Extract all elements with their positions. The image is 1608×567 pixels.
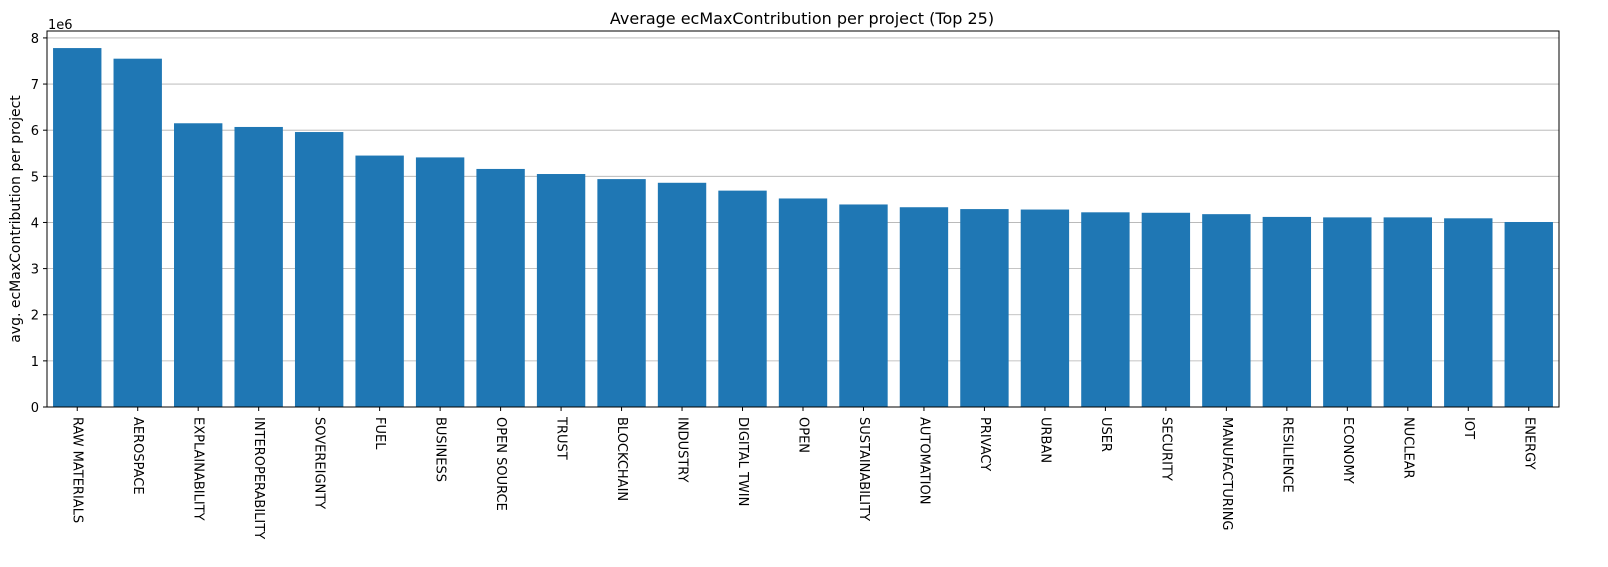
x-tick-label-0: RAW MATERIALS	[70, 417, 85, 523]
bar-24	[1504, 221, 1553, 407]
bar-18	[1141, 212, 1191, 407]
x-tick-label-4: SOVEREIGNTY	[312, 417, 327, 509]
bar-19	[1202, 214, 1251, 407]
bar-4	[294, 132, 344, 407]
bar-6	[415, 157, 465, 407]
bar-3	[234, 126, 283, 407]
bar-10	[657, 182, 707, 407]
x-tick-label-6: BUSINESS	[433, 417, 448, 482]
bar-14	[899, 207, 949, 407]
x-tick-label-1: AEROSPACE	[130, 417, 145, 495]
bar-9	[597, 179, 646, 407]
bar-20	[1262, 216, 1312, 407]
y-tick-label-7: 7	[31, 78, 39, 93]
bar-17	[1081, 212, 1130, 407]
y-ticks: 0 1 2 3 4 5 6 7 8	[31, 32, 47, 416]
x-tick-label-13: SUSTAINABILITY	[856, 417, 871, 521]
y-tick-label-1: 1	[31, 355, 39, 370]
y-axis-label: avg. ecMaxContribution per project	[8, 95, 24, 343]
x-tick-label-22: NUCLEAR	[1400, 417, 1415, 479]
bar-15	[960, 209, 1009, 407]
x-tick-label-7: OPEN SOURCE	[493, 417, 508, 511]
bar-11	[718, 190, 767, 407]
bar-7	[476, 168, 525, 407]
bar-21	[1323, 217, 1372, 407]
x-ticks: RAW MATERIALS AEROSPACE EXPLAINABILITY INTE…	[70, 407, 1536, 539]
chart-title: Average ecMaxContribution per project (T…	[610, 9, 994, 28]
bar-5	[355, 155, 404, 407]
x-tick-label-23: IOT	[1461, 417, 1476, 439]
x-tick-label-21: ECONOMY	[1340, 417, 1355, 484]
bars	[53, 48, 1553, 408]
x-tick-label-10: INDUSTRY	[675, 417, 690, 482]
x-tick-label-16: URBAN	[1037, 417, 1052, 463]
bar-13	[839, 204, 888, 407]
x-tick-label-2: EXPLAINABILITY	[191, 417, 206, 521]
y-tick-label-0: 0	[31, 401, 39, 416]
y-tick-label-3: 3	[31, 263, 39, 278]
y-tick-label-2: 2	[31, 309, 39, 324]
y-tick-label-6: 6	[31, 124, 39, 139]
x-tick-label-3: INTEROPERABILITY	[251, 417, 266, 539]
bar-1	[113, 58, 162, 408]
bar-23	[1444, 218, 1493, 407]
y-tick-label-4: 4	[31, 216, 39, 231]
x-tick-label-5: FUEL	[372, 417, 387, 450]
bar-0	[53, 48, 102, 407]
x-tick-label-19: MANUFACTURING	[1219, 417, 1234, 531]
bar-2	[174, 123, 223, 408]
x-tick-label-17: USER	[1098, 417, 1113, 452]
x-tick-label-8: TRUST	[554, 416, 569, 460]
y-axis-offset-label: 1e6	[48, 18, 73, 33]
x-tick-label-12: OPEN	[796, 417, 811, 453]
x-tick-label-14: AUTOMATION	[916, 417, 931, 504]
bar-22	[1383, 217, 1432, 407]
bar-12	[778, 198, 828, 407]
y-tick-label-8: 8	[31, 32, 39, 47]
x-tick-label-18: SECURITY	[1158, 417, 1173, 481]
x-tick-label-20: RESILIENCE	[1279, 417, 1294, 493]
x-tick-label-11: DIGITAL TWIN	[735, 417, 750, 506]
bar-16	[1020, 209, 1070, 407]
x-tick-label-9: BLOCKCHAIN	[614, 417, 629, 501]
x-tick-label-24: ENERGY	[1521, 417, 1536, 470]
y-tick-label-5: 5	[31, 170, 39, 185]
x-tick-label-15: PRIVACY	[977, 417, 992, 471]
bar-8	[536, 174, 586, 407]
